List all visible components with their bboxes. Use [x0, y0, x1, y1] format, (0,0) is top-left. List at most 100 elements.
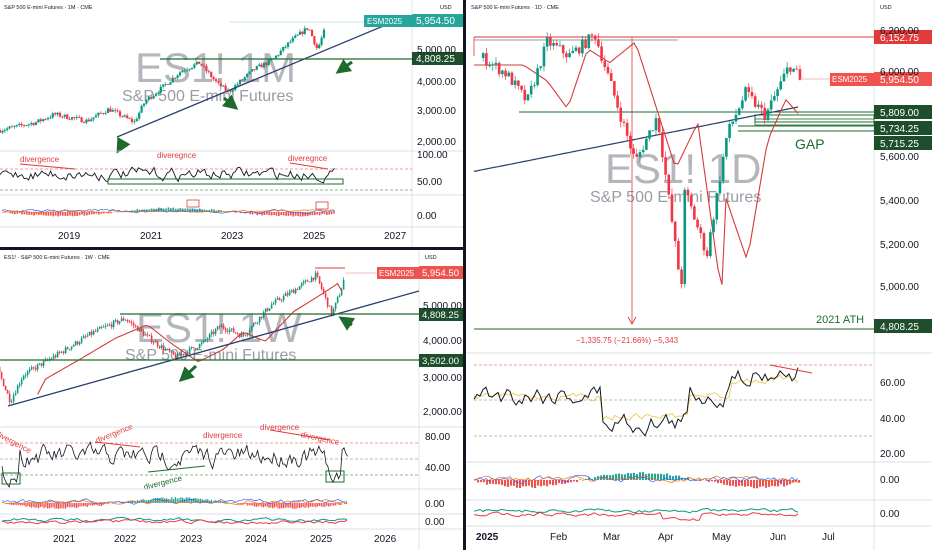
- candle-body: [208, 71, 210, 72]
- horizontal-separator[interactable]: [0, 247, 463, 250]
- monthly-price-badge: ESM2025 5,954.50: [364, 14, 463, 27]
- macd-bar: [175, 497, 176, 503]
- candle-body: [136, 119, 138, 122]
- weekly-panel[interactable]: ES1! · S&P 500 E-mini Futures · 1W · CME…: [0, 250, 463, 550]
- candle-body: [43, 361, 45, 366]
- candle-body: [267, 309, 269, 311]
- weekly-watermark: ES1! 1W: [136, 304, 302, 351]
- candle-body: [191, 68, 193, 69]
- candle-body: [153, 96, 155, 99]
- macd-bar: [555, 480, 557, 485]
- candle-body: [115, 320, 117, 321]
- candle-body: [498, 63, 501, 74]
- candle-body: [112, 110, 114, 112]
- macd-bar: [783, 480, 785, 487]
- macd-bar: [78, 503, 79, 507]
- candle-body: [71, 347, 73, 350]
- candle-body: [277, 55, 279, 56]
- macd-bar: [344, 503, 345, 504]
- candle-body: [616, 96, 619, 108]
- macd-bar: [319, 212, 321, 215]
- weekly-rsi-tick-2: 40.00: [425, 463, 450, 474]
- candle-body: [268, 60, 270, 65]
- candle-body: [91, 332, 93, 335]
- candle-body: [16, 125, 18, 126]
- macd-bar: [52, 503, 53, 507]
- macd-bar: [267, 503, 268, 507]
- macd-bar: [45, 212, 47, 216]
- vertical-separator[interactable]: [463, 0, 466, 550]
- candle-body: [321, 38, 323, 45]
- macd-bar: [263, 503, 264, 507]
- candle-body: [594, 36, 597, 40]
- candle-body: [1, 372, 3, 378]
- weekly-xtick-5: 2025: [310, 534, 333, 545]
- macd-bar: [276, 503, 277, 507]
- candle-body: [725, 138, 728, 157]
- candle-body: [223, 325, 225, 328]
- candle-body: [280, 51, 282, 55]
- macd-bar: [313, 503, 314, 507]
- weekly-macd-tick-1: 0.00: [425, 499, 445, 510]
- macd-bar: [58, 503, 59, 509]
- candle-body: [64, 115, 66, 117]
- weekly-rsi-tick-1: 80.00: [425, 432, 450, 443]
- macd-bar: [72, 503, 73, 507]
- candle-body: [205, 340, 207, 341]
- monthly-watermark: ES1! 1M: [135, 44, 296, 91]
- candle-body: [121, 318, 123, 321]
- candle-body: [28, 124, 30, 125]
- monthly-ytick-1: 5,000.00: [417, 45, 456, 56]
- macd-bar: [232, 502, 233, 503]
- macd-bar: [85, 503, 86, 506]
- candle-body: [9, 394, 11, 403]
- candle-body: [181, 354, 183, 355]
- macd-bar: [279, 503, 280, 509]
- candle-body: [325, 293, 327, 297]
- candle-body: [141, 328, 143, 331]
- candle-body: [157, 342, 159, 347]
- candle-body: [59, 113, 61, 117]
- candle-body: [205, 66, 207, 71]
- candle-body: [37, 365, 39, 370]
- macd-bar: [238, 503, 239, 504]
- candle-body: [203, 66, 205, 67]
- candle-body: [131, 322, 133, 323]
- weekly-div-label-3: divergence: [203, 431, 243, 440]
- daily-panel[interactable]: S&P 500 E-mini Futures · 1D · CME USD ES…: [466, 0, 932, 550]
- macd-bar: [618, 474, 620, 480]
- macd-bar: [516, 480, 518, 488]
- candle-body: [343, 280, 345, 290]
- candle-body: [256, 66, 258, 70]
- candle-body: [294, 36, 296, 38]
- macd-bar: [501, 480, 503, 485]
- candle-body: [318, 45, 320, 48]
- macd-bar: [711, 480, 713, 481]
- macd-bar: [321, 212, 323, 214]
- candle-body: [186, 70, 188, 71]
- candle-body: [648, 130, 651, 138]
- candle-body: [100, 113, 102, 114]
- candle-body: [584, 39, 587, 48]
- candle-body: [59, 352, 61, 353]
- candle-body: [83, 122, 85, 123]
- monthly-panel[interactable]: S&P 500 E-mini Futures · 1M · CME USD ES…: [0, 0, 463, 248]
- daily-header: S&P 500 E-mini Futures · 1D · CME: [471, 5, 559, 11]
- candle-body: [760, 105, 763, 108]
- weekly-currency: USD: [425, 255, 437, 261]
- candle-body: [47, 118, 49, 119]
- macd-bar: [16, 212, 18, 214]
- candle-body: [97, 113, 99, 116]
- candle-body: [179, 353, 181, 355]
- monthly-xtick-2: 2021: [140, 231, 163, 242]
- candle-body: [241, 80, 243, 81]
- candle-body: [632, 148, 635, 154]
- candle-body: [303, 282, 305, 284]
- candle-body: [4, 130, 6, 131]
- candle-body: [696, 220, 699, 228]
- candle-body: [244, 77, 246, 80]
- candle-body: [315, 273, 317, 280]
- macd-bar: [753, 480, 755, 488]
- candle-body: [690, 195, 693, 206]
